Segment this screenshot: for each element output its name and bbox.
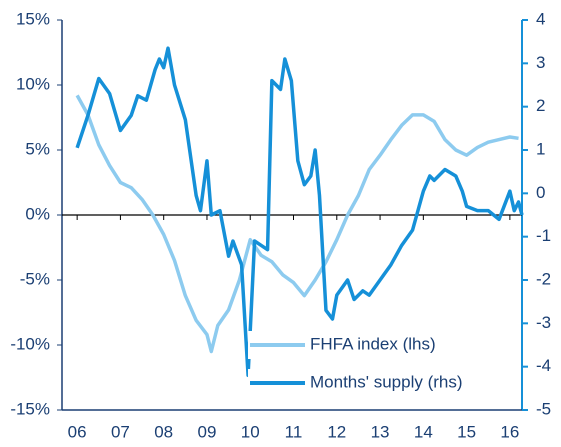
y-tick-label: -10% <box>10 334 50 353</box>
y-tick-label: -15% <box>10 399 50 418</box>
y-tick-label: -5% <box>20 269 50 288</box>
y2-tick-label: -2 <box>536 269 551 288</box>
y-tick-label: 15% <box>16 9 50 28</box>
x-tick-label: 11 <box>285 422 303 441</box>
y2-tick-label: 4 <box>536 9 545 28</box>
y-tick-label: 5% <box>25 139 50 158</box>
y2-tick-label: 1 <box>536 139 545 158</box>
x-tick-label: 06 <box>68 422 87 441</box>
y2-tick-label: -1 <box>536 226 551 245</box>
y-tick-label: 10% <box>16 74 50 93</box>
y2-tick-label: -5 <box>536 399 551 418</box>
x-tick-label: 16 <box>500 422 519 441</box>
x-tick-label: 08 <box>154 422 173 441</box>
y2-tick-label: 2 <box>536 96 545 115</box>
x-tick-label: 09 <box>198 422 217 441</box>
y-tick-label: 0% <box>25 204 50 223</box>
x-tick-label: 07 <box>111 422 130 441</box>
legend-label: FHFA index (lhs) <box>310 334 436 353</box>
series-line <box>75 94 519 354</box>
y2-tick-label: -4 <box>536 356 551 375</box>
x-tick-label: 13 <box>371 422 390 441</box>
y2-tick-label: 3 <box>536 53 545 72</box>
x-tick-label: 15 <box>457 422 476 441</box>
x-tick-label: 12 <box>327 422 346 441</box>
x-tick-label: 10 <box>241 422 260 441</box>
y2-tick-label: -3 <box>536 313 551 332</box>
series-line <box>75 46 524 378</box>
y2-tick-label: 0 <box>536 183 545 202</box>
legend-label: Months' supply (rhs) <box>310 372 463 391</box>
x-tick-label: 14 <box>414 422 433 441</box>
